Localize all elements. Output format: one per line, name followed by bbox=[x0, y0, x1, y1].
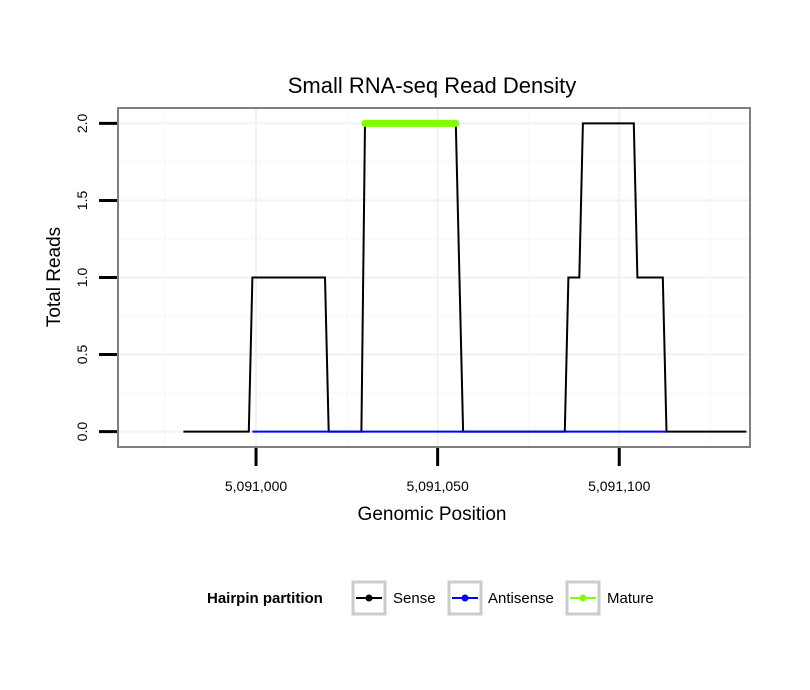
y-axis-title: Total Reads bbox=[44, 227, 65, 327]
y-axis: 0.0 0.5 1.0 1.5 2.0 bbox=[74, 113, 117, 441]
x-tick-label: 5,091,100 bbox=[588, 478, 650, 494]
y-tick-label: 0.5 bbox=[74, 345, 90, 365]
series-layer bbox=[183, 119, 747, 433]
legend-label-mature: Mature bbox=[607, 590, 654, 607]
y-tick-label: 0.0 bbox=[74, 422, 90, 442]
legend: Hairpin partition Sense Antisense Mature bbox=[207, 580, 654, 616]
legend-title: Hairpin partition bbox=[207, 590, 323, 607]
legend-point-antisense bbox=[461, 594, 469, 602]
legend-label-antisense: Antisense bbox=[488, 590, 554, 607]
legend-item-sense: Sense bbox=[351, 580, 436, 616]
chart-title: Small RNA-seq Read Density bbox=[288, 73, 577, 98]
x-tick-label: 5,091,000 bbox=[225, 478, 287, 494]
legend-item-antisense: Antisense bbox=[447, 580, 554, 616]
y-tick-label: 2.0 bbox=[74, 113, 90, 133]
y-tick-label: 1.5 bbox=[74, 191, 90, 211]
x-axis-title: Genomic Position bbox=[358, 504, 507, 525]
x-tick-label: 5,091,050 bbox=[406, 478, 468, 494]
legend-point-sense bbox=[365, 594, 373, 602]
plot-panel-border bbox=[117, 107, 751, 448]
x-axis: 5,091,000 5,091,050 5,091,100 bbox=[225, 448, 651, 494]
legend-label-sense: Sense bbox=[393, 590, 436, 607]
plot-grid bbox=[118, 108, 750, 447]
legend-item-mature: Mature bbox=[565, 580, 654, 616]
y-tick-label: 1.0 bbox=[74, 268, 90, 288]
legend-point-mature bbox=[579, 594, 587, 602]
